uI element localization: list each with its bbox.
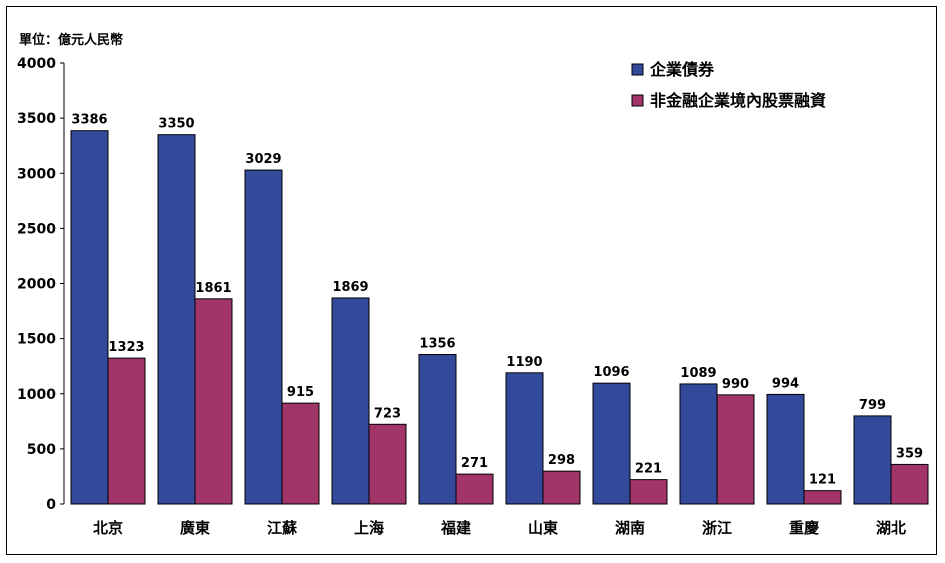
y-tick-label: 0	[46, 497, 56, 513]
data-label: 3386	[71, 113, 107, 128]
y-tick-label: 2000	[17, 277, 56, 293]
data-label: 3350	[158, 117, 194, 132]
data-label: 915	[287, 385, 314, 400]
y-tick-label: 2500	[17, 221, 56, 237]
bar	[157, 134, 196, 505]
bar	[592, 382, 631, 505]
bar	[194, 298, 233, 505]
chart-frame: 單位：億元人民幣 0 500 1000 1500 2000 2500 3000 3500 400…	[6, 6, 937, 555]
x-tick-label: 江蘇	[267, 519, 297, 537]
bar	[716, 394, 755, 505]
x-tick-label: 湖南	[615, 519, 645, 537]
bar	[766, 393, 805, 505]
legend-swatch	[631, 63, 644, 76]
y-tick-label: 500	[27, 442, 56, 458]
bar	[331, 297, 370, 505]
legend-label: 企業債券	[649, 60, 715, 79]
data-label: 298	[548, 453, 575, 468]
y-tick-label: 4000	[17, 56, 56, 72]
bar	[679, 383, 718, 505]
data-label: 359	[896, 446, 923, 461]
data-label: 1089	[680, 366, 716, 381]
x-tick-label: 山東	[528, 519, 558, 537]
unit-label: 單位：億元人民幣	[19, 33, 124, 48]
y-tick-label: 1500	[17, 332, 56, 348]
bar	[542, 470, 581, 505]
bar	[629, 479, 668, 505]
data-labels: 3386 1323 3350 1861 3029 915 1869 723 1356 271 119…	[71, 113, 923, 488]
x-tick-label: 北京	[93, 519, 123, 537]
data-label: 799	[859, 398, 886, 413]
data-label: 994	[772, 376, 799, 391]
y-tick-label: 3500	[17, 111, 56, 127]
bar	[455, 473, 494, 505]
data-label: 3029	[245, 152, 281, 167]
bar	[368, 423, 407, 505]
x-tick-label: 浙江	[702, 519, 732, 537]
axes: 0 500 1000 1500 2000 2500 3000 3500 4000 北京 廣東 江蘇 上海…	[17, 56, 906, 537]
data-label: 1190	[506, 355, 542, 370]
bar	[803, 490, 842, 505]
bar	[418, 354, 457, 505]
bar	[853, 415, 892, 505]
data-label: 1323	[108, 340, 144, 355]
bar	[281, 402, 320, 505]
data-label: 723	[374, 406, 401, 421]
y-tick-label: 1000	[17, 387, 56, 403]
y-tick-label: 3000	[17, 166, 56, 182]
data-label: 271	[461, 456, 488, 471]
data-label: 221	[635, 462, 662, 477]
data-label: 1861	[195, 281, 231, 296]
bars	[70, 130, 929, 505]
legend-label: 非金融企業境內股票融資	[650, 91, 826, 110]
data-label: 990	[722, 377, 749, 392]
x-tick-label: 湖北	[876, 519, 906, 537]
x-tick-label: 廣東	[180, 519, 210, 537]
data-label: 121	[809, 473, 836, 488]
x-tick-label: 福建	[440, 519, 472, 537]
x-tick-label: 重慶	[789, 519, 819, 537]
x-tick-label: 上海	[354, 519, 384, 537]
bar	[70, 130, 109, 505]
bar	[890, 463, 929, 505]
bar	[107, 357, 146, 505]
data-label: 1096	[593, 365, 629, 380]
bar	[505, 372, 544, 505]
data-label: 1869	[332, 280, 368, 295]
bar-chart: 0 500 1000 1500 2000 2500 3000 3500 4000 北京 廣東 江蘇 上海…	[17, 56, 929, 537]
legend-swatch	[631, 94, 644, 107]
bar	[244, 169, 283, 505]
data-label: 1356	[419, 337, 455, 352]
